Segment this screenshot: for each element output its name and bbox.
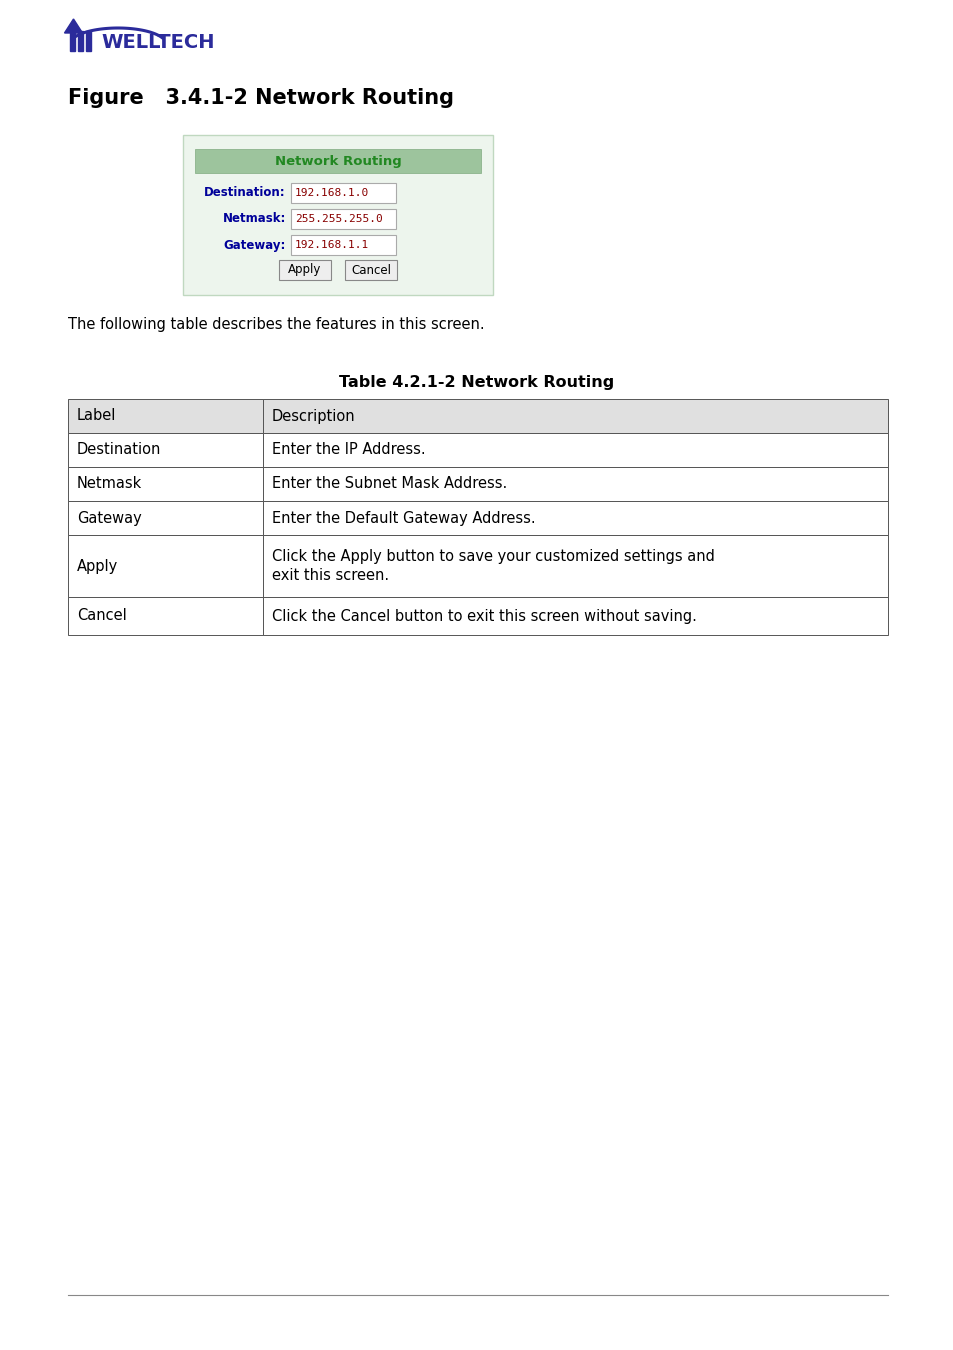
Bar: [86, 31, 91, 51]
Bar: [263, 467, 887, 501]
Text: Click the Cancel button to exit this screen without saving.: Click the Cancel button to exit this scr…: [272, 609, 696, 624]
Text: Network Routing: Network Routing: [274, 154, 401, 167]
Text: Label: Label: [77, 409, 116, 424]
Polygon shape: [65, 19, 82, 32]
Bar: [68, 467, 263, 501]
Bar: [263, 400, 887, 433]
Bar: [70, 31, 75, 51]
Bar: [68, 535, 263, 597]
Text: 192.168.1.0: 192.168.1.0: [294, 188, 369, 198]
Bar: [291, 209, 395, 230]
Bar: [263, 535, 887, 597]
Bar: [263, 597, 887, 634]
Text: 192.168.1.1: 192.168.1.1: [294, 240, 369, 250]
Text: Apply: Apply: [288, 263, 321, 277]
Bar: [263, 433, 887, 467]
Text: Netmask:: Netmask:: [222, 212, 286, 225]
Bar: [278, 261, 331, 279]
Bar: [68, 597, 263, 634]
Text: 255.255.255.0: 255.255.255.0: [294, 215, 382, 224]
Bar: [263, 501, 887, 535]
Bar: [345, 261, 396, 279]
Text: Destination: Destination: [77, 443, 161, 458]
Text: Figure   3.4.1-2 Network Routing: Figure 3.4.1-2 Network Routing: [68, 88, 454, 108]
Text: Netmask: Netmask: [77, 477, 142, 491]
Text: Click the Apply button to save your customized settings and: Click the Apply button to save your cust…: [272, 548, 714, 563]
Bar: [291, 184, 395, 202]
Text: The following table describes the features in this screen.: The following table describes the featur…: [68, 317, 484, 332]
Text: Cancel: Cancel: [77, 609, 127, 624]
Text: WELLTECH: WELLTECH: [101, 32, 214, 51]
Bar: [78, 31, 83, 51]
Text: Gateway:: Gateway:: [223, 239, 286, 251]
Text: Enter the Subnet Mask Address.: Enter the Subnet Mask Address.: [272, 477, 507, 491]
Text: Enter the IP Address.: Enter the IP Address.: [272, 443, 425, 458]
Bar: [183, 135, 493, 296]
Bar: [68, 501, 263, 535]
Text: Enter the Default Gateway Address.: Enter the Default Gateway Address.: [272, 510, 535, 525]
Bar: [194, 148, 480, 173]
Text: Gateway: Gateway: [77, 510, 142, 525]
Text: Destination:: Destination:: [204, 186, 286, 200]
Bar: [68, 433, 263, 467]
Text: Description: Description: [272, 409, 355, 424]
Text: Table 4.2.1-2 Network Routing: Table 4.2.1-2 Network Routing: [339, 375, 614, 390]
Text: Cancel: Cancel: [351, 263, 391, 277]
Text: Apply: Apply: [77, 559, 118, 574]
Text: exit this screen.: exit this screen.: [272, 568, 389, 583]
Bar: [68, 400, 263, 433]
Bar: [291, 235, 395, 255]
